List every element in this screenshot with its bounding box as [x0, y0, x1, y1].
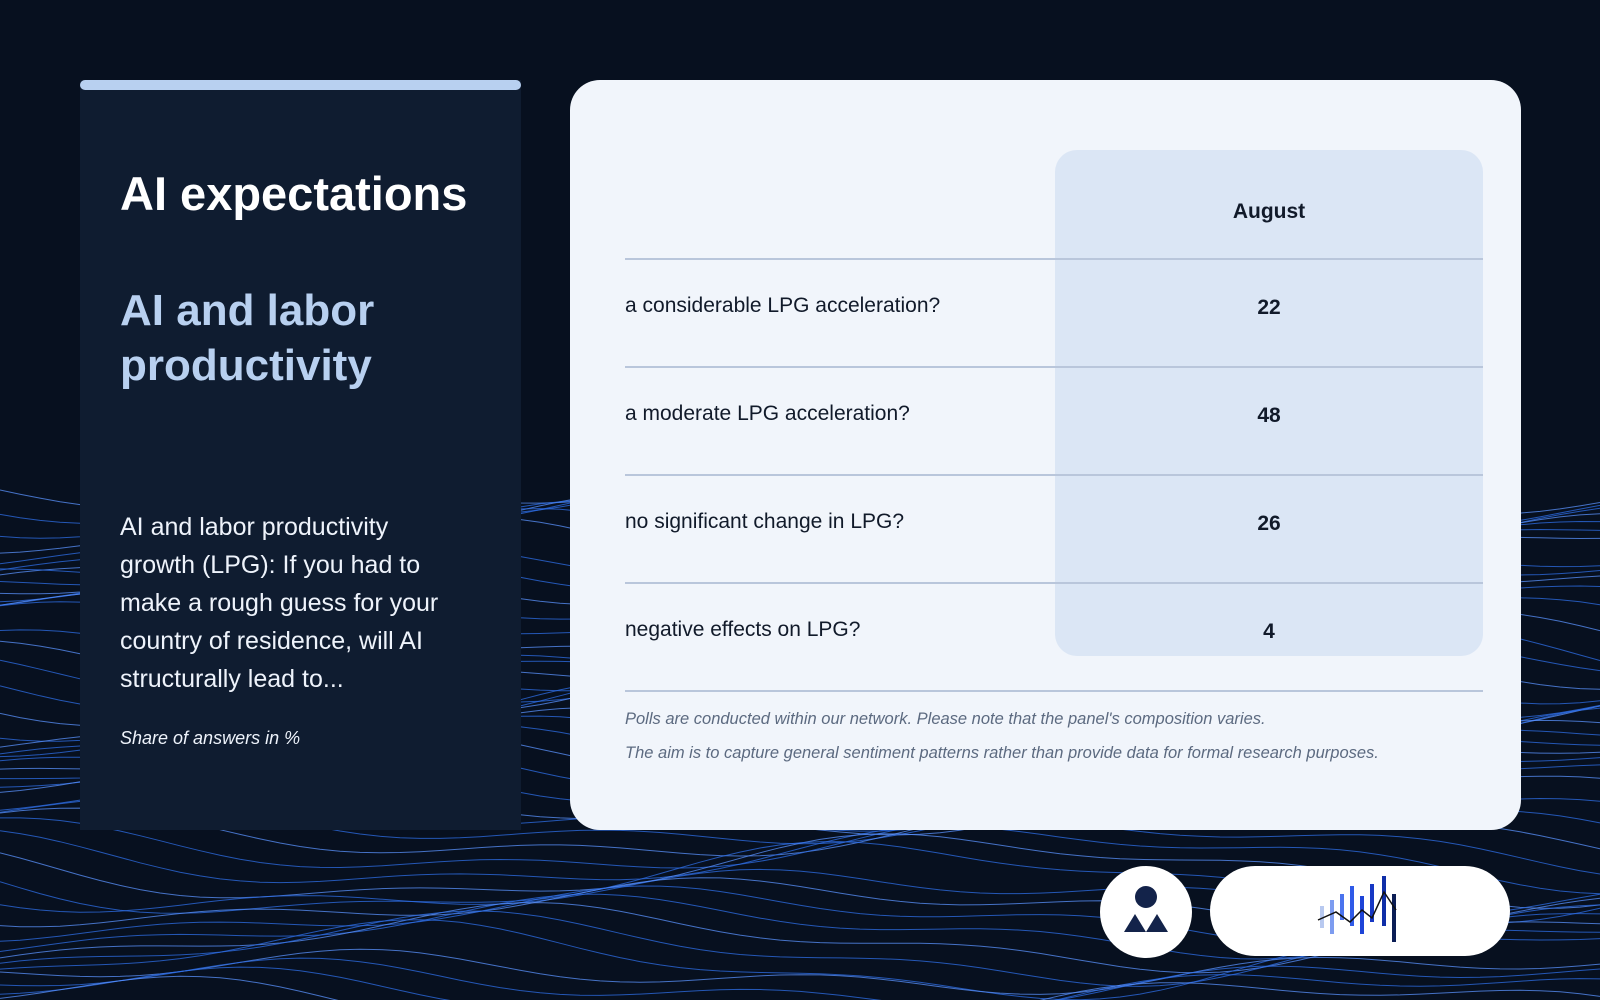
table-row: negative effects on LPG? 4: [625, 582, 1483, 692]
row-value: 22: [1257, 296, 1281, 319]
unit-note: Share of answers in %: [120, 728, 301, 748]
icon: [1124, 886, 1168, 932]
footnote: The aim is to capture general sentiment …: [625, 744, 1379, 762]
footnote: Polls are conducted within our network. …: [625, 710, 1266, 728]
wave-line: [0, 948, 1600, 995]
question: AI and labor productivity growth (LPG): …: [120, 513, 439, 693]
wave-line: [0, 825, 1600, 895]
subtitle: AI and labor productivity: [120, 286, 375, 390]
intro-panel: AI expectations AI and labor productivit…: [80, 80, 521, 830]
row-label: negative effects on LPG?: [625, 618, 861, 641]
column-header: August: [1232, 200, 1306, 223]
table-row: a moderate LPG acceleration? 48: [625, 366, 1483, 476]
wave-line: [0, 975, 1600, 1000]
wave-line: [0, 966, 1600, 1000]
logo: [1317, 876, 1397, 942]
accent-bar: [80, 80, 521, 90]
logo-pill: [1210, 866, 1510, 956]
column-highlight: [1055, 150, 1483, 656]
row-label: a moderate LPG acceleration?: [625, 402, 910, 425]
table-row: no significant change in LPG? 26: [625, 474, 1483, 584]
table-rule: [625, 690, 1483, 692]
wave-line: [0, 817, 1600, 875]
person-icon: [1100, 866, 1192, 958]
row-label: no significant change in LPG?: [625, 510, 905, 533]
row-value: 26: [1257, 512, 1281, 535]
table-row: a considerable LPG acceleration? 22: [625, 258, 1483, 368]
row-label: a considerable LPG acceleration?: [625, 294, 941, 317]
row-value: 4: [1263, 620, 1275, 643]
title: AI expectations: [120, 167, 468, 220]
row-value: 48: [1257, 404, 1281, 427]
table-card: August Polls are conducted within our ne…: [570, 80, 1521, 830]
wave-line: [0, 957, 1600, 1000]
